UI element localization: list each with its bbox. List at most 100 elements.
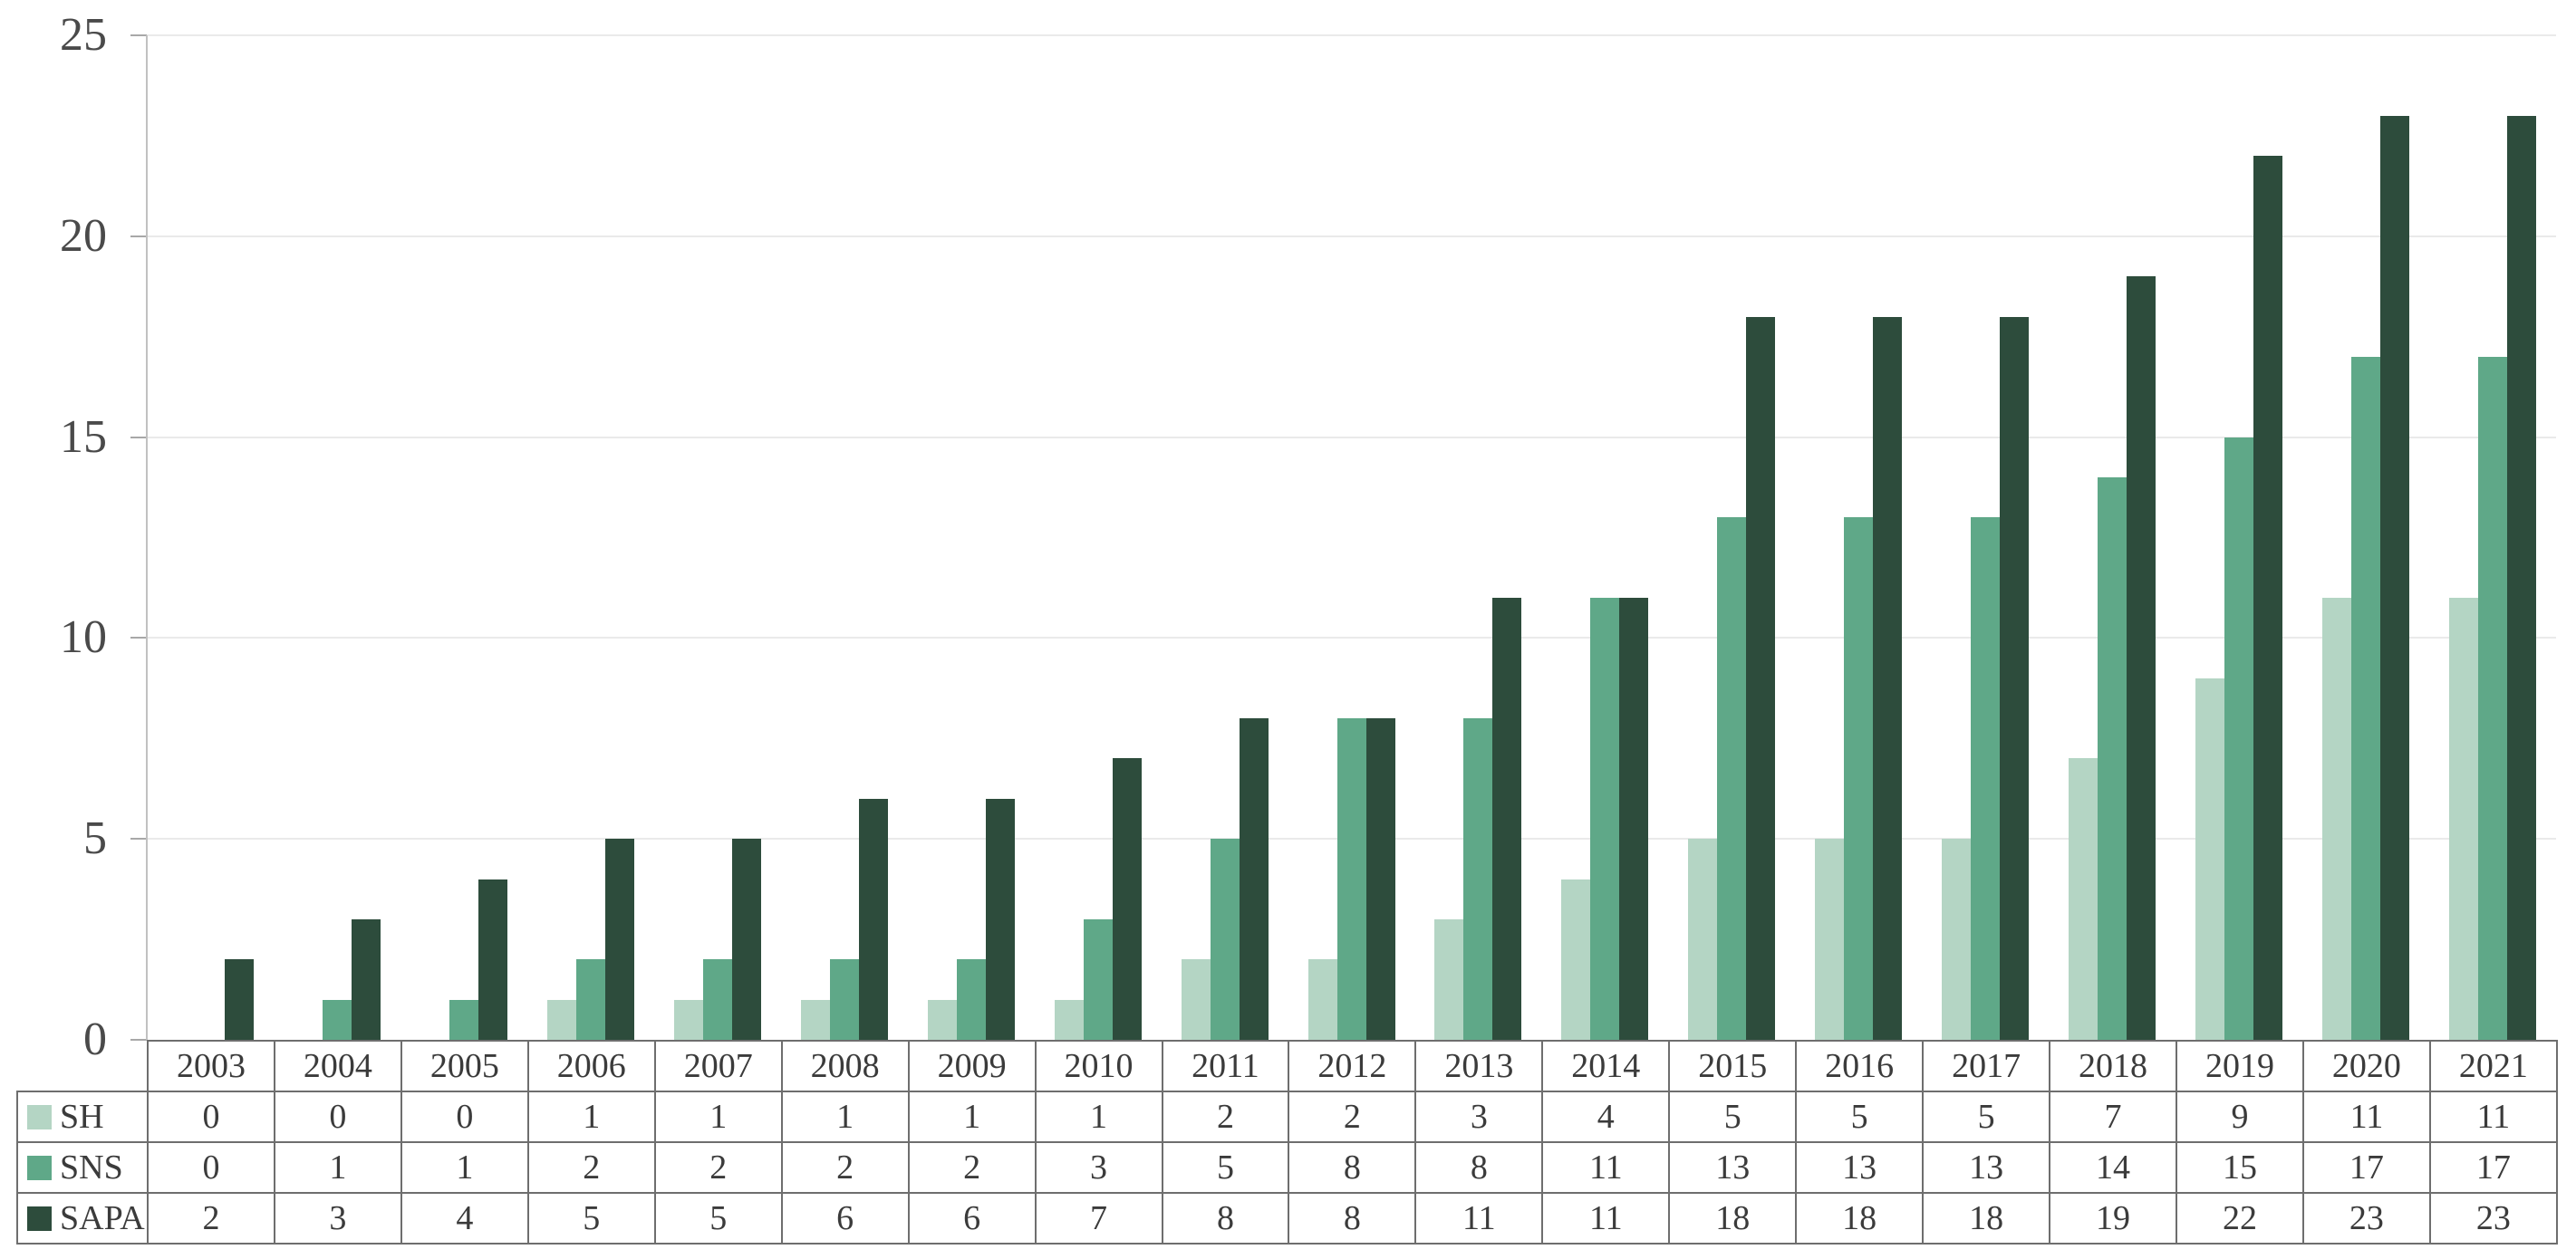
cell-SH-2003: 0 [147, 1091, 275, 1143]
bar-SH-2020 [2322, 598, 2352, 1040]
bar-SNS-2010 [1083, 918, 1113, 1040]
y-axis-tick-15 [130, 436, 147, 438]
cell-SH-2014: 4 [1541, 1091, 1671, 1143]
bar-SNS-2007 [702, 959, 732, 1040]
cell-SH-2013: 3 [1414, 1091, 1544, 1143]
year-header-2008: 2008 [780, 1040, 910, 1092]
cell-SH-2021: 11 [2428, 1091, 2558, 1143]
cell-SNS-2020: 17 [2301, 1141, 2431, 1194]
bar-SAPA-2010 [1112, 758, 1142, 1040]
legend-swatch-SNS [27, 1156, 52, 1180]
cell-SNS-2016: 13 [1795, 1141, 1925, 1194]
cell-SNS-2003: 0 [147, 1141, 275, 1194]
gridline-15 [147, 436, 2556, 438]
bar-SNS-2006 [575, 959, 605, 1040]
legend-swatch-SAPA [27, 1206, 52, 1231]
bar-SNS-2015 [1717, 517, 1747, 1040]
gridline-25 [147, 34, 2556, 36]
cell-SH-2008: 1 [780, 1091, 910, 1143]
year-header-2006: 2006 [526, 1040, 656, 1092]
cell-SH-2005: 0 [400, 1091, 529, 1143]
cell-SAPA-2017: 18 [1922, 1192, 2051, 1245]
cell-SNS-2004: 1 [273, 1141, 402, 1194]
legend-label-SNS: SNS [60, 1148, 123, 1187]
table-corner-cell [17, 1041, 148, 1091]
legend-SAPA: SAPA [16, 1192, 149, 1245]
cell-SAPA-2007: 5 [653, 1192, 783, 1245]
y-axis-label-20: 20 [60, 209, 107, 262]
cell-SAPA-2016: 18 [1795, 1192, 1925, 1245]
legend-swatch-SH [27, 1105, 52, 1129]
cell-SNS-2005: 1 [400, 1141, 529, 1194]
bar-SNS-2020 [2351, 356, 2381, 1040]
bar-SAPA-2012 [1365, 718, 1395, 1040]
bar-SNS-2018 [2098, 476, 2127, 1040]
cell-SH-2020: 11 [2301, 1091, 2431, 1143]
year-header-2011: 2011 [1161, 1040, 1290, 1092]
cell-SNS-2021: 17 [2428, 1141, 2558, 1194]
cell-SAPA-2019: 22 [2176, 1192, 2304, 1245]
bar-SAPA-2008 [858, 798, 888, 1040]
bar-SH-2021 [2449, 598, 2479, 1040]
table-row-SNS: SNS 0 1 1 2 2 2 2 3 5 8 8 11 13 13 13 14 15 17 17 [16, 1141, 2558, 1194]
bar-SAPA-2016 [1873, 316, 1903, 1040]
year-header-2017: 2017 [1922, 1040, 2051, 1092]
year-header-2016: 2016 [1795, 1040, 1925, 1092]
bar-SAPA-2009 [985, 798, 1015, 1040]
cell-SNS-2008: 2 [780, 1141, 910, 1194]
bar-SAPA-2019 [2253, 156, 2283, 1040]
bar-SH-2016 [1815, 839, 1845, 1040]
y-axis-tick-25 [130, 34, 147, 36]
cell-SAPA-2011: 8 [1161, 1192, 1290, 1245]
cell-SNS-2011: 5 [1161, 1141, 1290, 1194]
y-axis-tick-5 [130, 838, 147, 841]
cell-SNS-2018: 14 [2049, 1141, 2177, 1194]
cell-SAPA-2012: 8 [1288, 1192, 1417, 1245]
bar-SH-2006 [546, 999, 576, 1040]
year-header-2014: 2014 [1541, 1040, 1671, 1092]
year-header-2003: 2003 [147, 1040, 275, 1092]
cell-SH-2009: 1 [907, 1091, 1037, 1143]
gridline-20 [147, 235, 2556, 237]
table-row-SAPA: SAPA 2 3 4 5 5 6 6 7 8 8 11 11 18 18 18 19 22 23 23 [16, 1192, 2558, 1245]
year-header-2012: 2012 [1288, 1040, 1417, 1092]
cell-SAPA-2006: 5 [526, 1192, 656, 1245]
bar-SAPA-2011 [1239, 718, 1269, 1040]
cell-SAPA-2005: 4 [400, 1192, 529, 1245]
cell-SAPA-2018: 19 [2049, 1192, 2177, 1245]
y-axis-label-10: 10 [60, 611, 107, 664]
y-axis-label-0: 0 [83, 1014, 107, 1065]
bar-SH-2012 [1307, 959, 1337, 1040]
cell-SH-2016: 5 [1795, 1091, 1925, 1143]
cell-SH-2019: 9 [2176, 1091, 2304, 1143]
legend-label-SH: SH [60, 1098, 104, 1136]
bar-SAPA-2021 [2507, 115, 2537, 1040]
bar-SAPA-2013 [1492, 598, 1522, 1040]
year-header-2020: 2020 [2301, 1040, 2431, 1092]
table-row-SH: SH 0 0 0 1 1 1 1 1 2 2 3 4 5 5 5 7 9 11 11 [16, 1091, 2558, 1143]
bar-SNS-2013 [1463, 718, 1493, 1040]
bar-SH-2015 [1688, 839, 1718, 1040]
bar-SNS-2012 [1336, 718, 1366, 1040]
year-header-2013: 2013 [1414, 1040, 1544, 1092]
legend-SNS: SNS [16, 1141, 149, 1194]
bar-SAPA-2005 [478, 879, 507, 1040]
cell-SAPA-2004: 3 [273, 1192, 402, 1245]
year-header-2019: 2019 [2176, 1040, 2304, 1092]
bar-SNS-2011 [1210, 839, 1240, 1040]
bar-SAPA-2017 [2000, 316, 2030, 1040]
gridline-10 [147, 637, 2556, 639]
cell-SNS-2010: 3 [1034, 1141, 1163, 1194]
bar-SAPA-2003 [224, 959, 254, 1040]
cell-SH-2011: 2 [1161, 1091, 1290, 1143]
bar-SAPA-2015 [1746, 316, 1776, 1040]
year-header-2015: 2015 [1668, 1040, 1798, 1092]
bar-SAPA-2006 [604, 839, 634, 1040]
bar-SAPA-2020 [2380, 115, 2410, 1040]
bar-SAPA-2004 [351, 918, 381, 1040]
cell-SAPA-2003: 2 [147, 1192, 275, 1245]
cell-SAPA-2021: 23 [2428, 1192, 2558, 1245]
cell-SH-2012: 2 [1288, 1091, 1417, 1143]
y-axis-tick-0 [130, 1039, 147, 1041]
year-header-2018: 2018 [2049, 1040, 2177, 1092]
